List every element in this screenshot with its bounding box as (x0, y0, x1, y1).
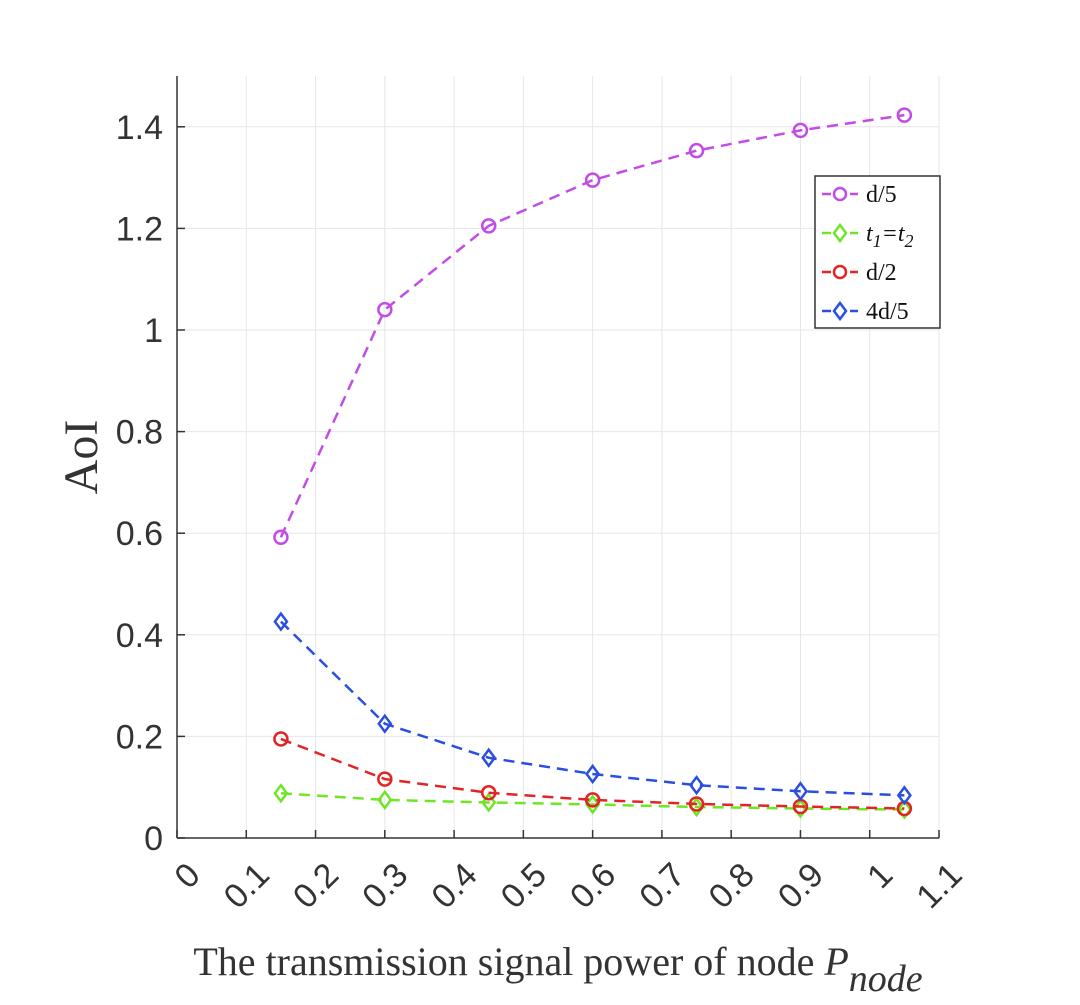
data-point-0-6 (896, 107, 913, 123)
y-tick-label-0: 0 (144, 820, 163, 858)
data-point-3-6 (896, 785, 912, 806)
data-point-1-6 (896, 799, 912, 820)
x-tick-label-9: 0.9 (771, 856, 831, 916)
series-line-3 (280, 620, 905, 797)
legend-label-3: 4d/5 (866, 299, 909, 325)
x-tick-label-1: 0.1 (217, 856, 277, 916)
x-tick-label-10: 1 (860, 856, 900, 896)
series-line-2 (280, 737, 905, 810)
y-tick-label-2: 0.4 (116, 617, 163, 655)
y-tick-label-4: 0.8 (116, 414, 163, 452)
series-line-0 (279, 113, 905, 538)
axes (176, 76, 940, 839)
data-point-3-2 (481, 747, 497, 768)
x-axis-title-subscript: node (849, 958, 923, 1000)
data-point-2-2 (480, 785, 497, 801)
x-tick-label-5: 0.5 (494, 856, 554, 916)
legend-marker-0 (832, 186, 848, 202)
y-axis-title: AoI (55, 420, 108, 495)
legend-item-3: 4d/5 (822, 299, 909, 325)
x-tick-label-11: 1.1 (909, 856, 969, 916)
y-tick-label-6: 1.2 (116, 210, 163, 248)
x-axis-title-main: The transmission signal power of node (193, 939, 824, 984)
series-3 (273, 611, 912, 806)
x-axis-title-symbol: P (823, 939, 848, 984)
data-point-0-3 (584, 172, 601, 188)
data-point-1-3 (585, 794, 601, 815)
legend-box (814, 175, 941, 329)
data-point-2-4 (688, 796, 705, 812)
legend-label-2: d/2 (866, 260, 897, 286)
legend-items: d/5 t1=t2 d/2 4d/5 (822, 182, 914, 325)
legend-item-2: d/2 (822, 260, 897, 286)
data-point-2-3 (584, 792, 601, 808)
data-point-0-5 (792, 122, 809, 139)
x-tick-label-7: 0.7 (632, 856, 692, 916)
x-tick-label-4: 0.4 (424, 856, 484, 916)
data-point-2-1 (377, 771, 393, 787)
x-tick-label-2: 0.2 (286, 856, 346, 916)
data-point-0-4 (688, 142, 705, 159)
y-tick-label-7: 1.4 (116, 109, 163, 147)
x-axis-title: The transmission signal power of node Pn… (193, 939, 922, 1000)
legend-item-1: t1=t2 (822, 221, 914, 251)
data-point-3-5 (792, 781, 809, 802)
data-point-0-0 (273, 529, 289, 546)
x-tick-label-6: 0.6 (563, 856, 623, 916)
y-tick-label-3: 0.6 (116, 515, 163, 553)
data-point-0-2 (480, 218, 497, 234)
x-tick-label-3: 0.3 (355, 856, 415, 916)
legend-marker-1 (832, 222, 848, 244)
legend-marker-3 (832, 300, 848, 322)
legend-label-0: d/5 (866, 182, 897, 208)
x-tick-label-0: 0 (167, 856, 207, 896)
data-point-0-1 (377, 301, 393, 318)
data-point-1-0 (273, 783, 289, 804)
data-point-3-1 (377, 713, 393, 734)
legend-label-1: t1=t2 (866, 221, 914, 251)
series-lines (273, 107, 913, 820)
series-line-1 (280, 792, 905, 811)
data-point-1-2 (481, 792, 497, 813)
series-0 (273, 107, 913, 546)
x-tick-label-8: 0.8 (702, 856, 762, 916)
legend-item-0: d/5 (822, 182, 897, 208)
legend: d/5 t1=t2 d/2 4d/5 (814, 175, 941, 329)
data-point-3-4 (688, 775, 705, 796)
data-point-2-0 (273, 731, 289, 747)
data-point-3-3 (585, 763, 601, 785)
data-point-3-0 (273, 611, 289, 632)
y-tick-label-5: 1 (144, 312, 163, 350)
y-tick-label-1: 0.2 (116, 718, 163, 756)
legend-marker-2 (832, 264, 848, 280)
data-point-1-1 (377, 789, 393, 810)
